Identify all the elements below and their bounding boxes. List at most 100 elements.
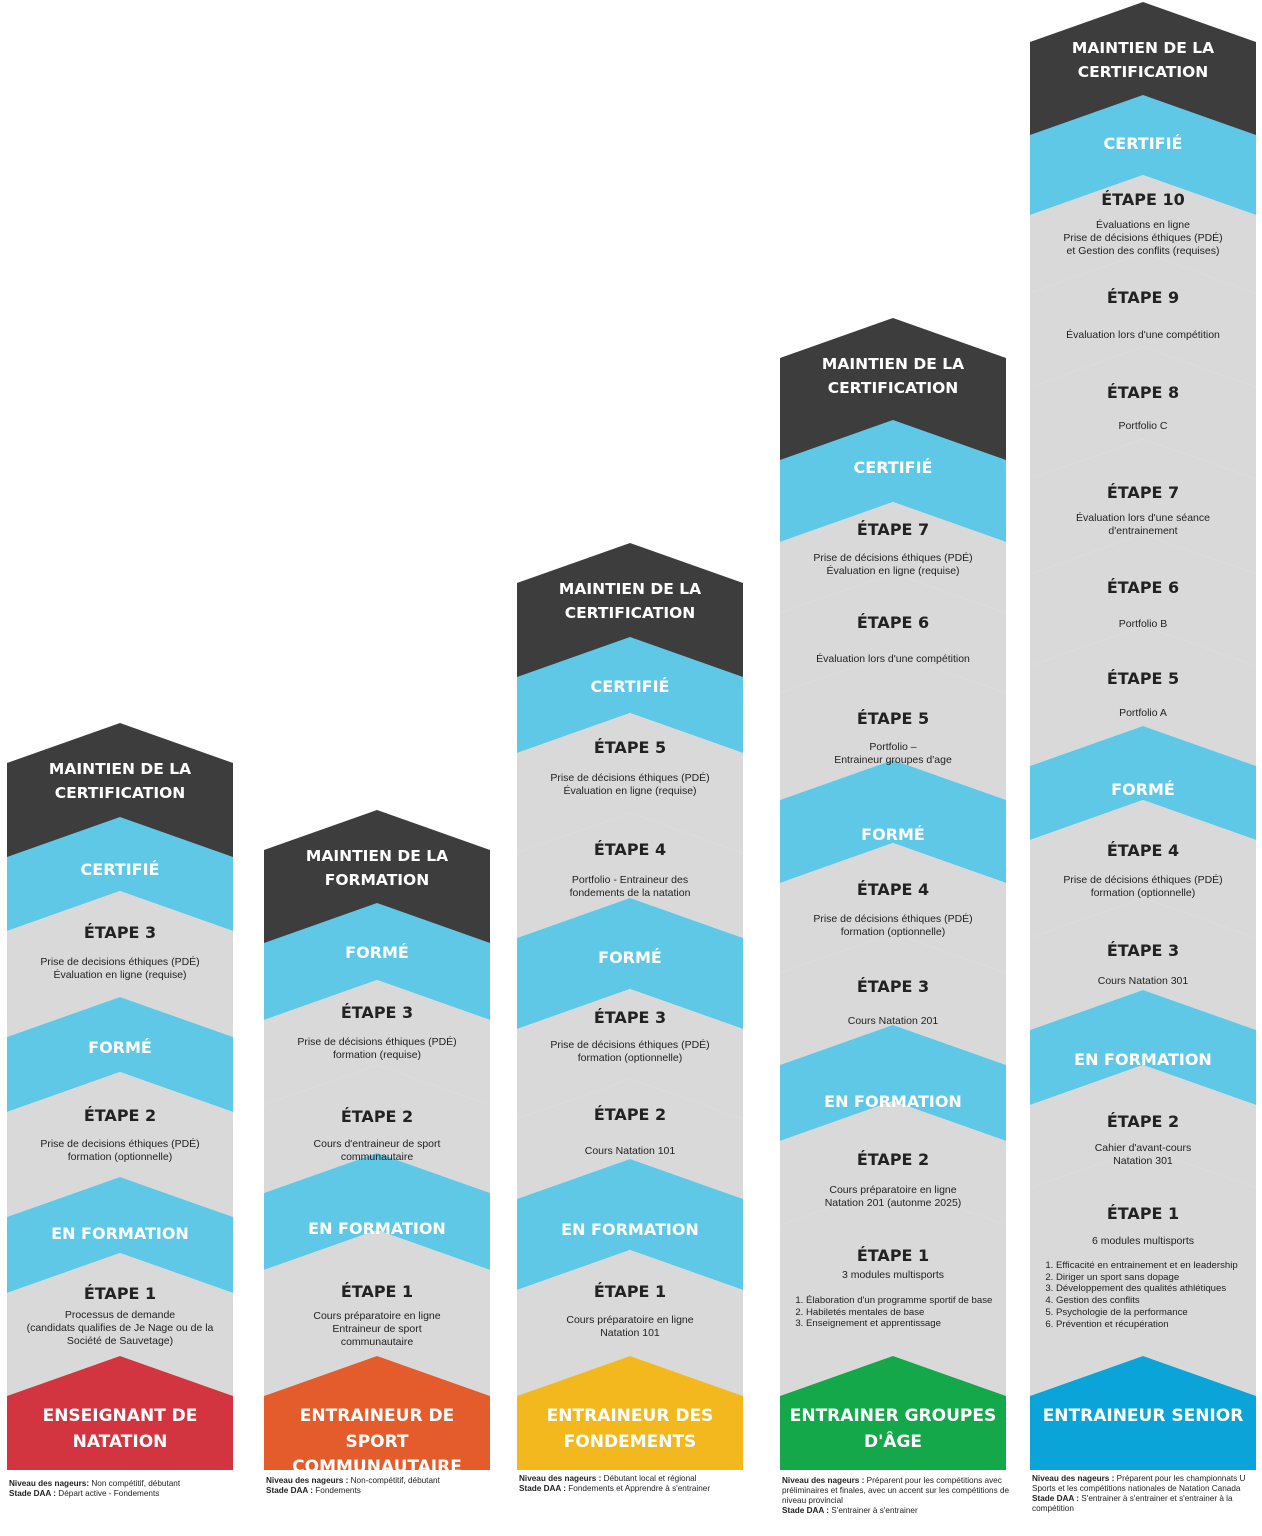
step-title: ÉTAPE 5 bbox=[593, 738, 667, 757]
step-description: 3 modules multisports bbox=[841, 1269, 945, 1281]
step-description: Prise de décisions éthiques (PDÉ) format… bbox=[297, 1036, 457, 1062]
tier-chevron bbox=[1030, 95, 1256, 215]
module-list-item: Enseignement et apprentissage bbox=[806, 1318, 1002, 1330]
maintenance-head bbox=[7, 723, 233, 857]
step-title: ÉTAPE 2 bbox=[83, 1106, 157, 1125]
pathway-shapes bbox=[7, 723, 233, 1470]
step-chevron bbox=[1030, 347, 1256, 479]
stade-value: S'entrainer à s'entrainer et s'entrainer… bbox=[1032, 1494, 1233, 1513]
tier-label: FORMÉ bbox=[598, 948, 662, 967]
step-chevron bbox=[780, 1185, 1006, 1396]
step-title: ÉTAPE 4 bbox=[1106, 841, 1180, 860]
pathway-name: ENTRAINEUR DES FONDEMENTS bbox=[546, 1406, 714, 1452]
pathway-base bbox=[7, 1356, 233, 1470]
pathway-base bbox=[780, 1356, 1006, 1470]
maintenance-head bbox=[1030, 2, 1256, 135]
step-chevron bbox=[780, 933, 1006, 1065]
tier-label: FORMÉ bbox=[861, 825, 925, 844]
tier-chevron bbox=[780, 420, 1006, 542]
niveau-value: Préparent pour les compétitions avec pré… bbox=[782, 1476, 1010, 1505]
step-chevron bbox=[780, 573, 1006, 693]
step-chevron bbox=[517, 989, 743, 1119]
tier-label: EN FORMATION bbox=[561, 1220, 699, 1239]
step-description: Évaluations en ligne Prise de décisions … bbox=[1063, 219, 1223, 258]
module-list-item: Développement des qualités athlétiques bbox=[1056, 1283, 1252, 1295]
step-chevron bbox=[780, 843, 1006, 973]
step-description: Cours préparatoire en ligne Natation 101 bbox=[566, 1314, 694, 1340]
step-description: Prise de décisions éthiques (PDÉ) format… bbox=[813, 913, 973, 939]
niveau-value: Non compétitif, débutant bbox=[91, 1479, 181, 1488]
step-description: Cours d'entraineur de sport communautair… bbox=[313, 1138, 441, 1164]
maintenance-title: MAINTIEN DE LA CERTIFICATION bbox=[48, 760, 192, 803]
module-list-item: Efficacité en entrainement et en leaders… bbox=[1056, 1260, 1252, 1272]
step-title: ÉTAPE 2 bbox=[593, 1105, 667, 1124]
maintenance-head bbox=[264, 810, 490, 943]
tier-chevron bbox=[1030, 726, 1256, 840]
step-description: Cours Natation 301 bbox=[1097, 975, 1189, 987]
step-description: 6 modules multisports bbox=[1091, 1235, 1195, 1247]
step-chevron bbox=[780, 653, 1006, 800]
pathway-name: ENTRAINEUR DE SPORT COMMUNAUTAIRE bbox=[292, 1406, 462, 1477]
stade-value: Départ active - Fondements bbox=[58, 1489, 160, 1498]
tier-label: CERTIFIÉ bbox=[590, 677, 670, 696]
stade-label: Stade DAA : bbox=[782, 1506, 830, 1515]
module-list-item: Gestion des conflits bbox=[1056, 1295, 1252, 1307]
pathway-shapes bbox=[517, 543, 743, 1470]
step-description: Cours Natation 101 bbox=[584, 1145, 676, 1157]
pathway-base bbox=[1030, 1356, 1256, 1470]
step-description: Portfolio – Entraineur groupes d'age bbox=[834, 741, 952, 767]
step-chevron bbox=[1030, 1065, 1256, 1188]
step-description: Prise de décisions éthiques (PDÉ) Évalua… bbox=[813, 552, 973, 578]
step-title: ÉTAPE 2 bbox=[340, 1107, 414, 1126]
pathway-base bbox=[517, 1356, 743, 1470]
step-title: ÉTAPE 7 bbox=[856, 520, 930, 539]
swimmer-level-note: Niveau des nageurs : Débutant local et r… bbox=[519, 1474, 747, 1494]
step-title: ÉTAPE 1 bbox=[340, 1282, 414, 1301]
step-description: Portfolio C bbox=[1118, 420, 1168, 432]
step-description: Cours préparatoire en ligne Entraineur d… bbox=[313, 1310, 441, 1349]
step-title: ÉTAPE 2 bbox=[856, 1150, 930, 1169]
step-title: ÉTAPE 4 bbox=[856, 880, 930, 899]
step-title: ÉTAPE 9 bbox=[1106, 288, 1180, 307]
step-chevron bbox=[1030, 626, 1256, 766]
step-description: Processus de demande (candidats qualifie… bbox=[26, 1309, 214, 1348]
tier-chevron bbox=[7, 1177, 233, 1293]
step-title: ÉTAPE 1 bbox=[1106, 1204, 1180, 1223]
maintenance-title: MAINTIEN DE LA CERTIFICATION bbox=[821, 355, 965, 398]
step-chevron bbox=[264, 980, 490, 1105]
niveau-label: Niveau des nageurs : bbox=[266, 1476, 349, 1485]
pathway-name: ENTRAINER GROUPES D'ÂGE bbox=[789, 1406, 997, 1452]
step-chevron bbox=[517, 813, 743, 938]
pathway-column: MAINTIEN DE LA CERTIFICATION CERTIFIÉ ÉTAP… bbox=[1030, 0, 1256, 1536]
tier-label: CERTIFIÉ bbox=[1103, 134, 1183, 153]
step-chevron bbox=[1030, 534, 1256, 666]
maintenance-title: MAINTIEN DE LA CERTIFICATION bbox=[558, 580, 702, 623]
step-description: Évaluation lors d'une séance d'entrainem… bbox=[1076, 512, 1210, 538]
pathway-name: ENSEIGNANT DE NATATION bbox=[42, 1406, 198, 1452]
tier-chevron bbox=[517, 898, 743, 1029]
tier-label: FORMÉ bbox=[1111, 780, 1175, 799]
swimmer-level-note: Niveau des nageurs : Préparent pour les … bbox=[782, 1476, 1010, 1516]
module-list-item: Diriger un sport sans dopage bbox=[1056, 1272, 1252, 1284]
stade-value: Fondements bbox=[315, 1486, 361, 1495]
step-title: ÉTAPE 6 bbox=[856, 613, 930, 632]
step-chevron bbox=[1030, 1148, 1256, 1396]
maintenance-head bbox=[780, 318, 1006, 460]
step-chevron bbox=[780, 502, 1006, 613]
step-title: ÉTAPE 1 bbox=[856, 1246, 930, 1265]
step-title: ÉTAPE 5 bbox=[856, 709, 930, 728]
tier-label: FORMÉ bbox=[345, 943, 409, 962]
step-description: Prise de decisions éthiques (PDÉ) Évalua… bbox=[40, 956, 200, 982]
step-chevron bbox=[7, 1253, 233, 1396]
step-title: ÉTAPE 8 bbox=[1106, 383, 1180, 402]
step-description: Cours préparatoire en ligne Natation 201… bbox=[824, 1184, 962, 1210]
tier-chevron bbox=[780, 760, 1006, 883]
step-title: ÉTAPE 3 bbox=[1106, 941, 1180, 960]
swimmer-level-note: Niveau des nageurs: Non compétitif, débu… bbox=[9, 1479, 237, 1499]
step-title: ÉTAPE 2 bbox=[1106, 1112, 1180, 1131]
step-title: ÉTAPE 6 bbox=[1106, 578, 1180, 597]
tier-chevron bbox=[517, 1159, 743, 1290]
tier-label: EN FORMATION bbox=[1074, 1050, 1212, 1069]
module-list-item: Psychologie de la performance bbox=[1056, 1307, 1252, 1319]
pathway-shapes bbox=[1030, 2, 1256, 1470]
